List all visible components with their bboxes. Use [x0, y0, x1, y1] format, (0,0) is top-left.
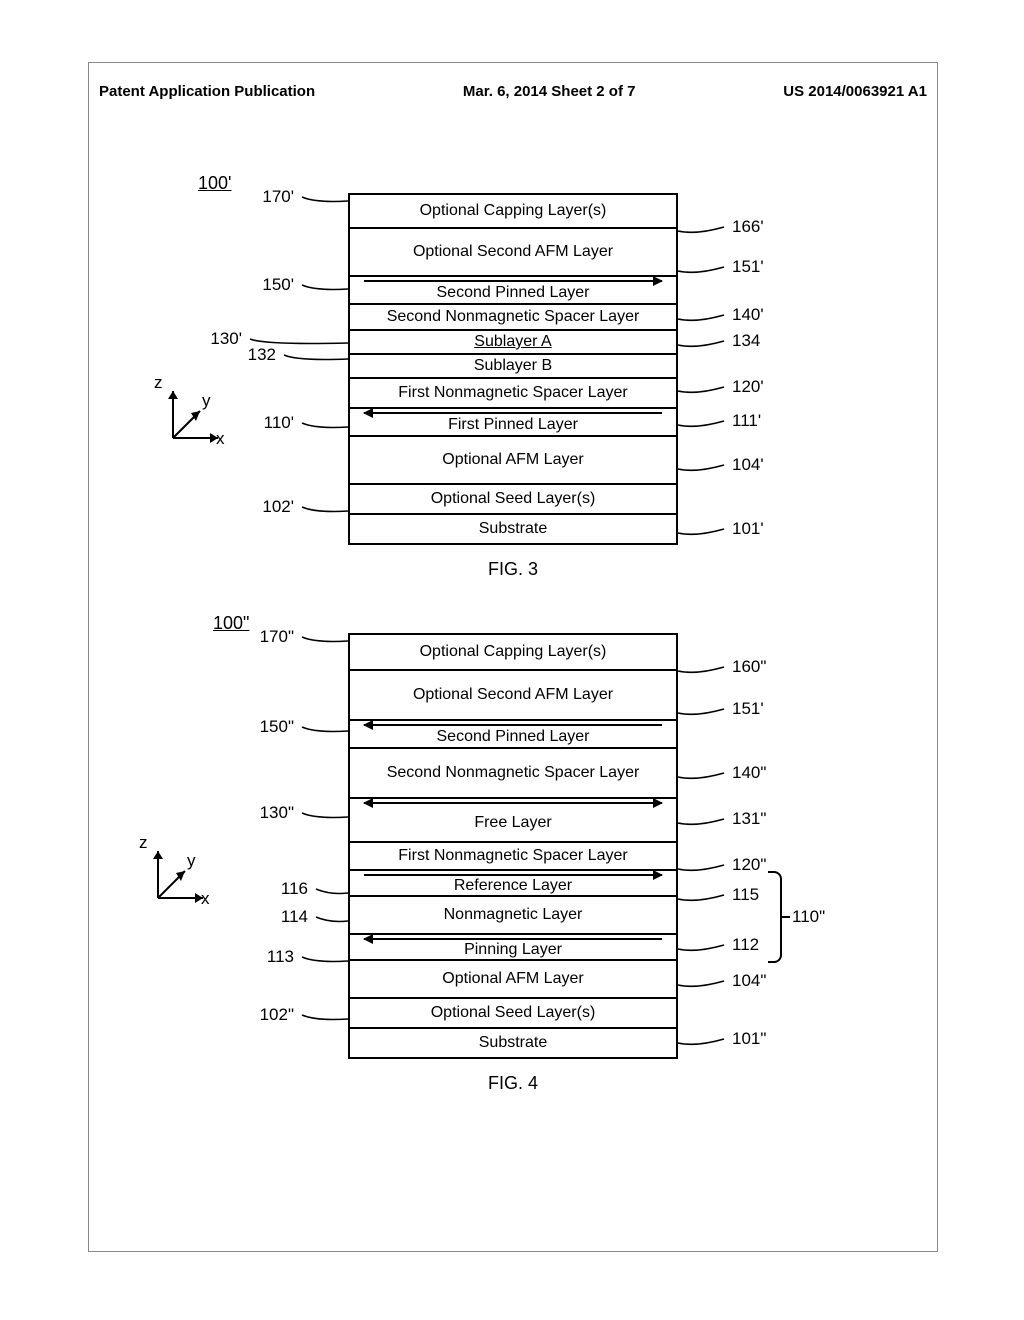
layer: Second Pinned Layer	[350, 275, 676, 303]
ref-label: 111'	[732, 411, 761, 431]
ref-label: 112	[732, 935, 759, 955]
ref-label: 116	[281, 879, 308, 899]
layer: Sublayer A	[350, 329, 676, 353]
layer: Sublayer B	[350, 353, 676, 377]
ref-label: 160"	[732, 657, 766, 677]
ref-label: 130"	[260, 803, 294, 823]
ref-label: 102"	[260, 1005, 294, 1025]
page-header: Patent Application Publication Mar. 6, 2…	[99, 83, 927, 100]
layer: Substrate	[350, 1027, 676, 1057]
ref-label: 101'	[732, 519, 764, 539]
fig3-caption: FIG. 3	[348, 559, 678, 580]
ref-label: 104'	[732, 455, 764, 475]
ref-label: 151'	[732, 699, 764, 719]
ref-label: 115	[732, 885, 759, 905]
ref-label: 134	[732, 331, 760, 351]
layer: Second Nonmagnetic Spacer Layer	[350, 303, 676, 329]
ref-label: 170'	[262, 187, 294, 207]
ref-label: 170"	[260, 627, 294, 647]
layer: Optional Second AFM Layer	[350, 227, 676, 275]
ref-label: 110'	[264, 413, 294, 433]
fig4-bracket-label: 110"	[792, 907, 825, 927]
fig4-stack: Optional Capping Layer(s)Optional Second…	[348, 633, 678, 1059]
fig4-axis: z y x	[143, 843, 213, 913]
layer: First Nonmagnetic Spacer Layer	[350, 377, 676, 407]
layer: Optional Seed Layer(s)	[350, 483, 676, 513]
layer: Optional Capping Layer(s)	[350, 635, 676, 669]
ref-label: 101"	[732, 1029, 766, 1049]
layer: Optional Capping Layer(s)	[350, 195, 676, 227]
ref-label: 150"	[260, 717, 294, 737]
fig4-caption: FIG. 4	[348, 1073, 678, 1094]
ref-label: 102'	[262, 497, 294, 517]
ref-label: 114	[281, 907, 308, 927]
fig3-axis: z y x	[158, 383, 228, 453]
ref-label: 140"	[732, 763, 766, 783]
ref-label: 120"	[732, 855, 766, 875]
ref-label: 104"	[732, 971, 766, 991]
layer: First Nonmagnetic Spacer Layer	[350, 841, 676, 869]
ref-label: 166'	[732, 217, 764, 237]
layer: First Pinned Layer	[350, 407, 676, 435]
layer: Second Pinned Layer	[350, 719, 676, 747]
fig4-ref: 100"	[213, 613, 249, 634]
ref-label: 151'	[732, 257, 764, 277]
header-left: Patent Application Publication	[99, 83, 315, 100]
layer: Nonmagnetic Layer	[350, 895, 676, 933]
fig4-bracket	[768, 871, 782, 963]
fig3-ref: 100'	[198, 173, 231, 194]
figure-3: 100' Optional Capping Layer(s)Optional S…	[348, 193, 678, 580]
ref-label: 130'	[210, 329, 242, 349]
layer: Optional Seed Layer(s)	[350, 997, 676, 1027]
layer: Reference Layer	[350, 869, 676, 895]
ref-label: 120'	[732, 377, 764, 397]
ref-label: 131"	[732, 809, 766, 829]
layer: Optional Second AFM Layer	[350, 669, 676, 719]
layer: Second Nonmagnetic Spacer Layer	[350, 747, 676, 797]
ref-label: 140'	[732, 305, 764, 325]
layer: Substrate	[350, 513, 676, 543]
header-right: US 2014/0063921 A1	[783, 83, 927, 100]
layer: Pinning Layer	[350, 933, 676, 959]
ref-label: 113	[267, 947, 294, 967]
layer: Free Layer	[350, 797, 676, 841]
figure-4: 100" Optional Capping Layer(s)Optional S…	[348, 633, 678, 1094]
ref-label: 150'	[262, 275, 294, 295]
header-mid: Mar. 6, 2014 Sheet 2 of 7	[463, 83, 636, 100]
page-frame: Patent Application Publication Mar. 6, 2…	[88, 62, 938, 1252]
ref-label: 132	[248, 345, 276, 365]
fig3-stack: Optional Capping Layer(s)Optional Second…	[348, 193, 678, 545]
layer: Optional AFM Layer	[350, 959, 676, 997]
layer: Optional AFM Layer	[350, 435, 676, 483]
